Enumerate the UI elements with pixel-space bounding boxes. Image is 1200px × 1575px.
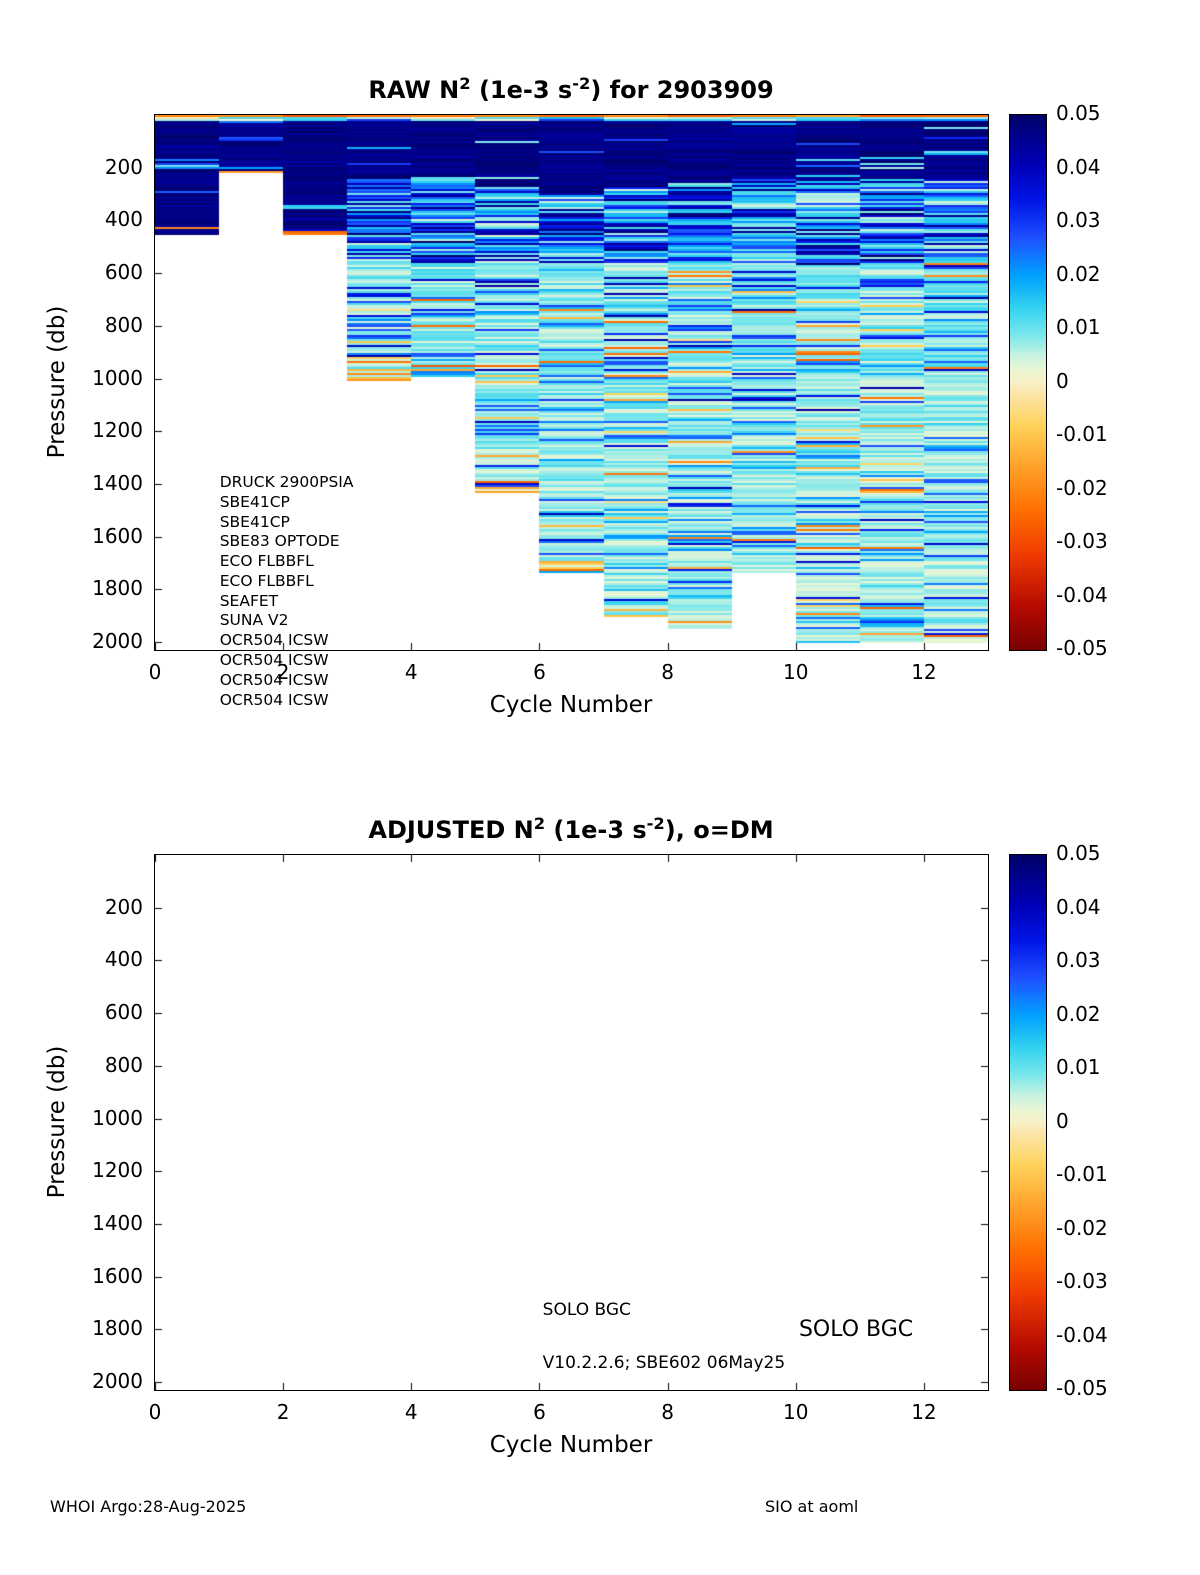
y-tick-label: 800 [104,1052,143,1077]
colorbar-tick-label: 0.05 [1056,101,1101,125]
x-tick-label: 2 [276,660,290,684]
adjusted-colorbar [1009,854,1047,1391]
y-tick-label: 1400 [92,470,143,495]
title-text: (1e-3 s [545,815,647,844]
x-tick-label: 12 [911,660,937,684]
y-tick-label: 1000 [92,365,143,390]
x-tick-label: 6 [533,660,546,684]
colorbar-tick-label: -0.05 [1056,1376,1108,1400]
y-tick-label: 1800 [92,1316,143,1341]
colorbar-tick-label: -0.01 [1056,1162,1108,1186]
colorbar-tick-label: 0 [1056,1108,1069,1133]
raw-x-axis-label: Cycle Number [489,692,653,718]
x-tick-label: 8 [661,1400,674,1424]
sensor-list-item: OCR504 ICSW [219,690,329,709]
footer-left-text: WHOI Argo:28-Aug-2025 [50,1497,247,1516]
x-tick-label: 0 [148,660,162,684]
sensor-list-item: DRUCK 2900PSIA [219,472,354,491]
chart-annotation: SOLO BGC [798,1317,914,1343]
colorbar-tick-label: -0.02 [1056,475,1108,500]
footer-right-text: SIO at aoml [765,1497,859,1516]
colorbar-tick-label: -0.01 [1056,422,1108,446]
y-tick-label: 600 [104,260,143,285]
x-tick-label: 10 [783,660,809,684]
sensor-list-item: ECO FLBBFL [219,571,314,590]
adjusted-plot-area [154,854,989,1391]
colorbar-tick-label: 0.03 [1056,948,1101,972]
y-tick-label: 1600 [92,1263,143,1288]
sensor-list-item: OCR504 ICSW [219,651,329,670]
sensor-list-item: SBE83 OPTODE [219,532,340,551]
x-tick-label: 10 [783,1400,809,1424]
x-tick-label: 6 [533,1400,546,1424]
x-tick-label: 12 [911,1400,937,1424]
y-tick-label: 1400 [92,1210,143,1235]
sensor-list-item: SBE41CP [219,512,290,531]
colorbar-tick-label: 0.01 [1056,315,1101,339]
title-superscript: 2 [459,74,471,93]
x-tick-label: 8 [661,660,674,684]
y-tick-label: 2000 [92,629,143,654]
y-tick-label: 1800 [92,576,143,601]
x-tick-label: 4 [404,1400,418,1424]
sensor-list-item: SUNA V2 [219,611,289,630]
adjusted-chart-title: ADJUSTED N2 (1e-3 s-2), o=DM [368,814,773,844]
colorbar-tick-label: 0.02 [1056,1001,1101,1026]
colorbar-tick-label: 0.04 [1056,154,1101,179]
x-tick-label: 4 [404,660,418,684]
y-tick-label: 800 [104,312,143,337]
colorbar-tick-label: -0.03 [1056,529,1108,553]
colorbar-tick-label: -0.04 [1056,582,1108,607]
colorbar-tick-label: 0.04 [1056,894,1101,919]
title-text: ADJUSTED N [368,815,534,844]
title-superscript: -2 [572,74,591,93]
title-text: ) for 2903909 [590,75,774,104]
y-tick-label: 1000 [92,1105,143,1130]
sensor-list-item: OCR504 ICSW [219,670,329,689]
y-tick-label: 400 [104,207,143,232]
raw-colorbar [1009,114,1047,651]
title-superscript: 2 [533,814,546,833]
y-tick-label: 1200 [92,1158,143,1183]
colorbar-tick-label: 0.03 [1056,208,1101,232]
colorbar-tick-label: 0.02 [1056,261,1101,286]
y-tick-label: 400 [104,947,143,972]
sensor-list-item: SBE41CP [219,492,290,511]
chart-annotation: SOLO BGC [542,1300,631,1321]
title-text: (1e-3 s [470,75,573,104]
x-tick-label: 0 [148,1400,162,1424]
colorbar-tick-label: -0.05 [1056,636,1108,660]
y-tick-label: 1600 [92,523,143,548]
y-tick-label: 200 [104,894,143,919]
sensor-list-item: SEAFET [219,591,279,610]
title-superscript: -2 [646,814,665,833]
chart-annotation: V10.2.2.6; SBE602 06May25 [542,1353,786,1374]
y-tick-label: 2000 [92,1369,143,1394]
adjusted-x-axis-label: Cycle Number [489,1432,653,1458]
sensor-list: DRUCK 2900PSIA SBE41CP SBE41CP SBE83 OPTODE… [220,473,354,711]
colorbar-tick-label: 0.01 [1056,1055,1101,1079]
title-text: RAW N [368,75,460,104]
y-tick-label: 1200 [92,418,143,443]
adjusted-axes-canvas [155,855,988,1390]
colorbar-tick-label: -0.02 [1056,1215,1108,1240]
raw-plot-area: DRUCK 2900PSIA SBE41CP SBE41CP SBE83 OPTODE… [154,114,989,709]
colorbar-tick-label: -0.03 [1056,1269,1108,1293]
y-tick-label: 200 [104,154,143,179]
colorbar-tick-label: -0.04 [1056,1322,1108,1347]
sensor-list-item: OCR504 ICSW [219,631,329,650]
y-tick-label: 600 [104,1000,143,1025]
raw-chart-title: RAW N2 (1e-3 s-2) for 2903909 [368,74,773,104]
sensor-list-item: ECO FLBBFL [219,552,314,571]
title-text: ), o=DM [664,815,774,844]
x-tick-label: 2 [276,1400,290,1424]
colorbar-tick-label: 0.05 [1056,841,1101,865]
colorbar-tick-label: 0 [1056,368,1069,393]
raw-heatmap-canvas [155,115,988,650]
